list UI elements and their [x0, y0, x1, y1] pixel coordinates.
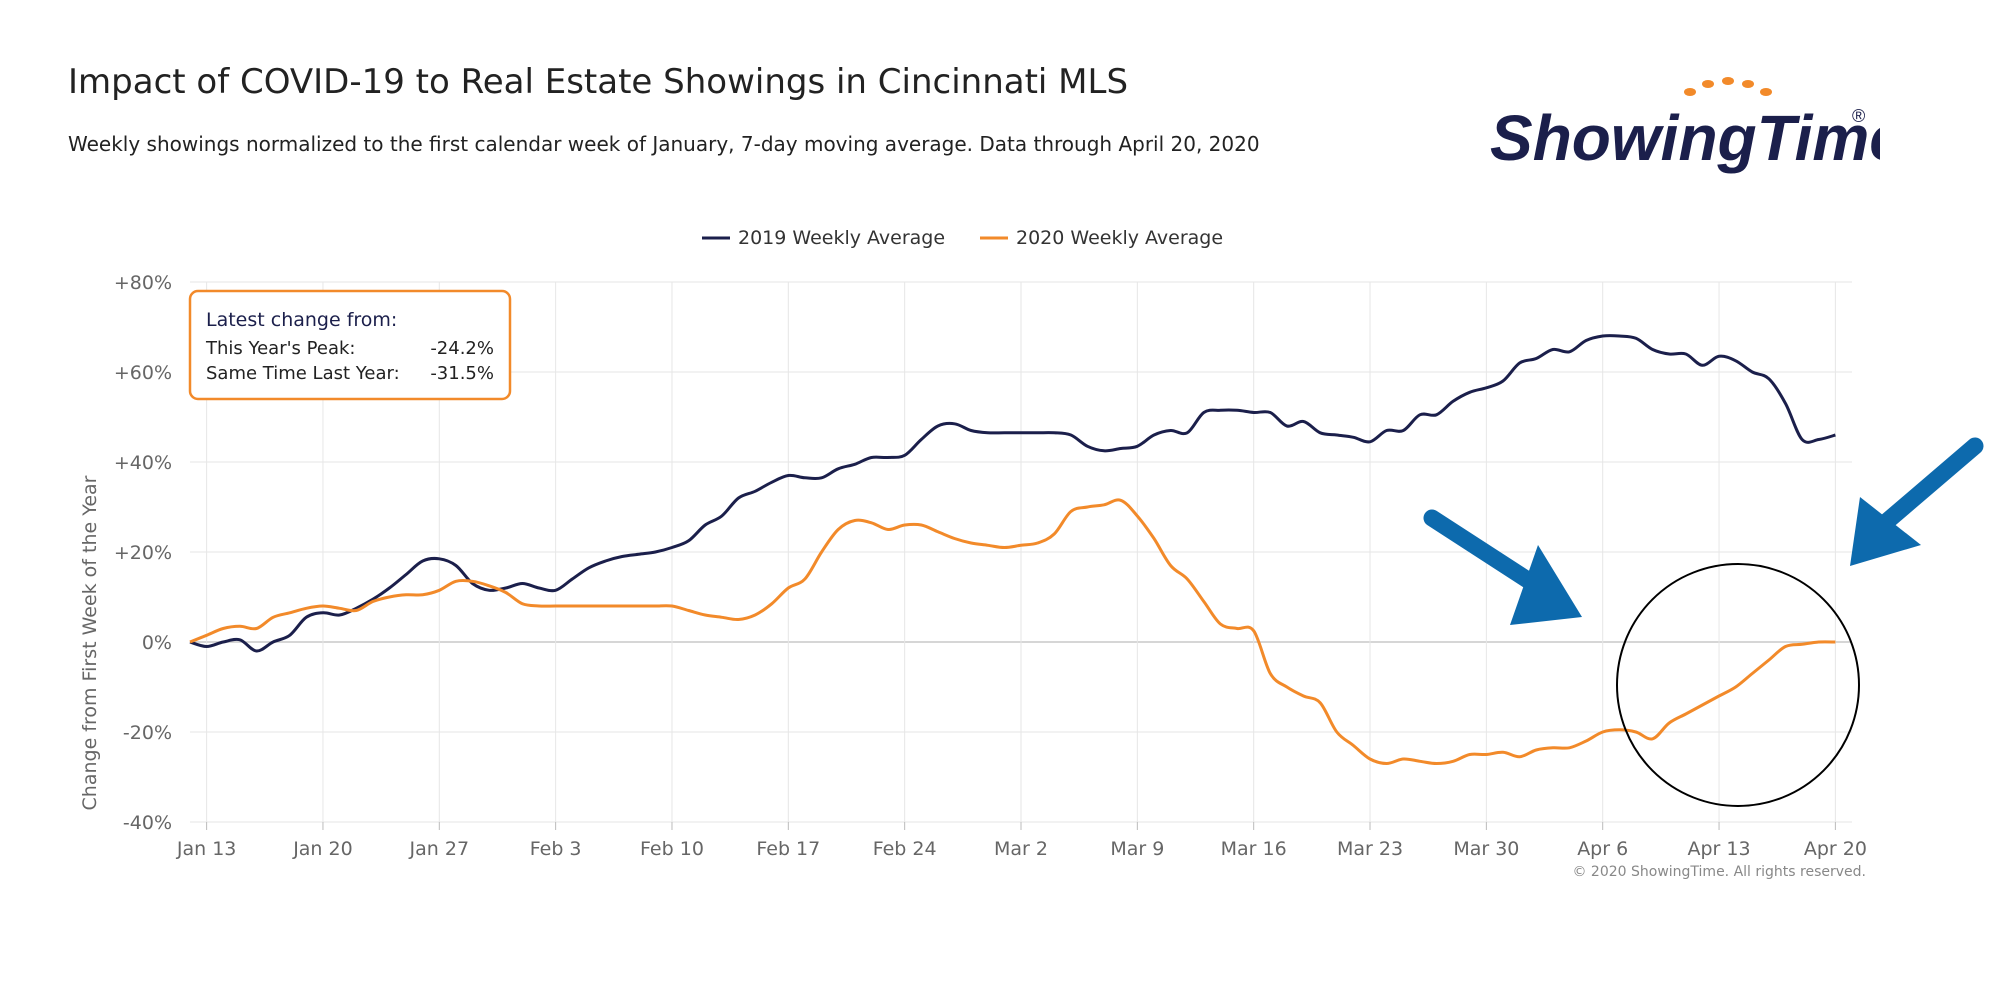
y-tick-label: -40%	[123, 812, 172, 834]
x-tick-label: Jan 13	[176, 838, 237, 860]
infobox-border	[188, 289, 512, 401]
x-tick-label: Feb 3	[530, 838, 582, 860]
latest-change-box: Latest change from: This Year's Peak: -2…	[188, 289, 512, 401]
infobox-peak-value: -24.2%	[430, 338, 494, 359]
y-tick-label: +80%	[114, 272, 172, 294]
x-tick-label: Feb 17	[756, 838, 820, 860]
x-tick-label: Mar 2	[994, 838, 1048, 860]
x-tick-label: Apr 20	[1804, 838, 1867, 860]
y-tick-label: 0%	[142, 632, 172, 654]
series-lines	[189, 334, 1836, 765]
logo-dots	[1684, 77, 1772, 96]
x-tick-label: Jan 27	[409, 838, 470, 860]
y-axis-ticks: -40% -20% 0% +20% +40% +60% +80%	[114, 272, 172, 834]
annotation-arrow-right	[1850, 437, 1984, 566]
y-tick-label: +40%	[114, 452, 172, 474]
infobox-lastyear-label: Same Time Last Year:	[206, 363, 400, 384]
y-axis-label: Change from First Week of the Year	[79, 475, 101, 810]
x-tick-label: Mar 16	[1221, 838, 1287, 860]
logo-text: ShowingTime	[1490, 102, 1880, 174]
y-tick-label: -20%	[123, 722, 172, 744]
x-axis-ticks: Jan 13 Jan 20 Jan 27 Feb 3 Feb 10 Feb 17 Feb 2…	[176, 822, 1867, 860]
legend[interactable]: 2019 Weekly Average 2020 Weekly Average	[702, 227, 1223, 249]
x-tick-label: Jan 20	[292, 838, 353, 860]
series-line-2020[interactable]	[189, 498, 1836, 765]
infobox-lastyear-value: -31.5%	[430, 363, 494, 384]
x-tick-label: Mar 9	[1110, 838, 1164, 860]
showingtime-logo: ShowingTime ®	[1490, 77, 1880, 174]
chart-title: Impact of COVID-19 to Real Estate Showin…	[68, 62, 1129, 102]
x-tick-label: Apr 13	[1687, 838, 1750, 860]
x-tick-label: Mar 23	[1337, 838, 1403, 860]
infobox-heading: Latest change from:	[206, 309, 397, 331]
series-line-2019[interactable]	[189, 334, 1836, 653]
legend-label-2020[interactable]: 2020 Weekly Average	[1016, 227, 1223, 249]
logo-registered: ®	[1852, 106, 1865, 126]
x-tick-label: Feb 10	[640, 838, 704, 860]
x-tick-label: Apr 6	[1577, 838, 1628, 860]
x-tick-label: Mar 30	[1453, 838, 1519, 860]
y-tick-label: +60%	[114, 362, 172, 384]
copyright-text: © 2020 ShowingTime. All rights reserved.	[1572, 864, 1866, 880]
chart-subtitle: Weekly showings normalized to the first …	[68, 132, 1260, 156]
x-tick-label: Feb 24	[873, 838, 937, 860]
y-tick-label: +20%	[114, 542, 172, 564]
annotation-circle	[1616, 563, 1860, 807]
infobox-peak-label: This Year's Peak:	[205, 338, 355, 359]
annotation-arrow-left	[1423, 509, 1582, 625]
legend-label-2019[interactable]: 2019 Weekly Average	[738, 227, 945, 249]
